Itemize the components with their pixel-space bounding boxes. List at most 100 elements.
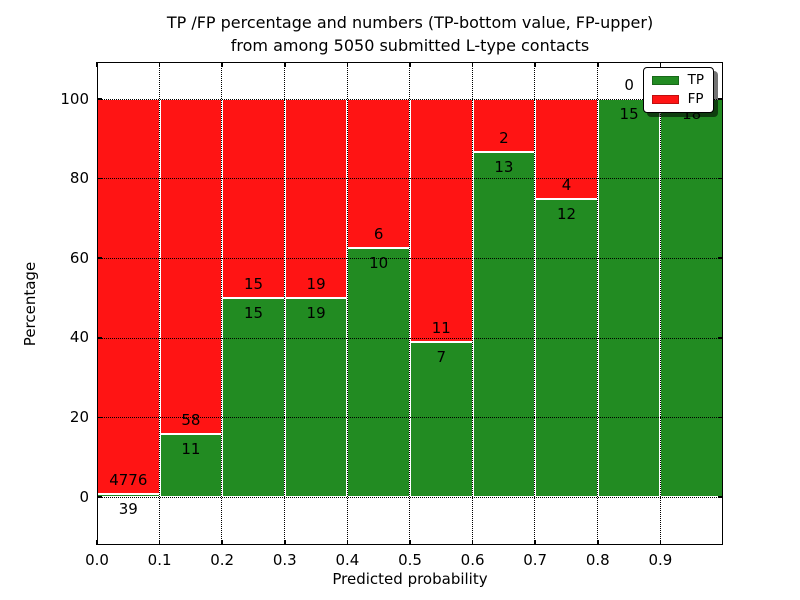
x-tick-mark [597, 540, 599, 545]
y-tick-mark [97, 337, 102, 339]
vertical-gridline [471, 62, 473, 545]
chart-title: TP /FP percentage and numbers (TP-bottom… [167, 11, 653, 57]
legend-label: FP [687, 91, 704, 107]
x-axis-label: Predicted probability [332, 570, 488, 588]
y-axis-label: Percentage [21, 261, 39, 347]
vertical-gridline [158, 62, 160, 545]
fp-count-label: 6 [373, 225, 384, 244]
tp-count-label: 19 [306, 304, 326, 322]
tp-count-label: 12 [556, 204, 577, 223]
chart-title-line1: TP /FP percentage and numbers (TP-bottom… [166, 13, 654, 32]
x-tick-mark [158, 62, 161, 67]
x-tick-label: 0.2 [210, 551, 235, 569]
plot-area: 477639581115151919610117213412015018 TPF… [96, 62, 723, 545]
y-tick-mark [718, 98, 723, 100]
fp-count-label: 11 [431, 319, 451, 338]
tp-count-label: 7 [436, 348, 447, 367]
x-tick-label: 0.7 [523, 551, 548, 569]
x-tick-mark [409, 62, 411, 67]
tp-count-label: 13 [494, 158, 514, 177]
chart-title-line2: from among 5050 submitted L-type contact… [230, 36, 590, 55]
fp-bar-segment [284, 99, 348, 298]
y-tick-label: 60 [69, 248, 89, 267]
fp-bar-segment [347, 99, 410, 249]
x-tick-label: 0.0 [85, 551, 109, 569]
y-tick-mark [718, 177, 723, 180]
x-tick-mark [597, 62, 599, 67]
tp-count-label: 39 [118, 499, 138, 518]
vertical-gridline [284, 62, 285, 545]
fp-count-label: 4776 [109, 470, 148, 489]
horizontal-gridline [97, 337, 723, 339]
x-tick-mark [471, 62, 474, 67]
tp-bar-segment [347, 248, 410, 497]
horizontal-gridline [97, 178, 723, 180]
y-tick-mark [97, 177, 102, 180]
y-tick-label: 40 [69, 328, 89, 347]
x-tick-mark [284, 540, 286, 545]
y-tick-label: 100 [60, 89, 89, 108]
x-tick-mark [158, 540, 161, 545]
y-tick-mark [97, 496, 102, 498]
x-tick-mark [534, 540, 536, 545]
vertical-gridline [597, 62, 598, 545]
x-tick-label: 0.4 [335, 551, 360, 569]
fp-count-label: 0 [624, 76, 634, 94]
fp-count-label: 19 [306, 275, 326, 293]
vertical-gridline [659, 62, 661, 545]
legend-entry-fp: FP [651, 91, 704, 107]
x-tick-label: 0.8 [585, 551, 610, 569]
vertical-gridline [346, 62, 348, 545]
x-tick-mark [659, 62, 662, 67]
y-tick-mark [97, 98, 102, 100]
legend-label: TP [687, 72, 704, 88]
y-tick-mark [97, 257, 102, 259]
y-tick-mark [718, 337, 723, 339]
tp-legend-swatch [651, 76, 679, 85]
x-tick-mark [471, 540, 474, 545]
legend-entry-tp: TP [651, 72, 704, 88]
fp-bar-segment [222, 99, 285, 298]
fp-count-label: 4 [561, 175, 572, 194]
fp-bar-segment [410, 99, 473, 343]
x-tick-mark [284, 62, 286, 67]
x-tick-mark [221, 62, 223, 67]
tp-count-label: 15 [619, 105, 639, 123]
x-tick-mark [534, 62, 536, 67]
x-tick-label: 0.9 [648, 551, 673, 569]
vertical-gridline [221, 62, 223, 545]
x-tick-mark [221, 540, 223, 545]
fp-bar-segment [535, 99, 598, 199]
tp-count-label: 11 [181, 439, 201, 458]
gridlines-layer [97, 62, 723, 545]
x-tick-mark [96, 62, 98, 67]
fp-count-label: 2 [499, 129, 509, 148]
y-tick-label: 80 [69, 169, 89, 188]
x-tick-label: 0.1 [147, 551, 172, 569]
legend: TP FP [642, 67, 714, 113]
horizontal-gridline [97, 417, 723, 419]
vertical-gridline [534, 62, 536, 545]
x-tick-mark [96, 540, 98, 545]
fp-legend-swatch [651, 95, 679, 104]
tp-count-label: 15 [243, 304, 264, 322]
tp-bar-segment [535, 198, 598, 497]
tp-count-label: 10 [369, 254, 389, 273]
tp-bar-segment [284, 298, 348, 497]
horizontal-gridline [97, 98, 723, 100]
y-tick-label: 20 [69, 407, 89, 426]
x-tick-mark [346, 62, 349, 67]
horizontal-gridline [97, 258, 723, 259]
y-tick-mark [97, 416, 102, 419]
fp-bar-segment [472, 99, 536, 153]
tp-bar-segment [472, 152, 536, 497]
y-tick-mark [718, 416, 723, 419]
y-tick-mark [718, 257, 723, 259]
x-tick-label: 0.6 [460, 551, 485, 569]
x-tick-label: 0.5 [398, 551, 422, 569]
vertical-gridline [409, 62, 411, 545]
y-tick-mark [718, 496, 723, 498]
x-tick-mark [659, 540, 662, 545]
fp-count-label: 58 [181, 410, 201, 429]
